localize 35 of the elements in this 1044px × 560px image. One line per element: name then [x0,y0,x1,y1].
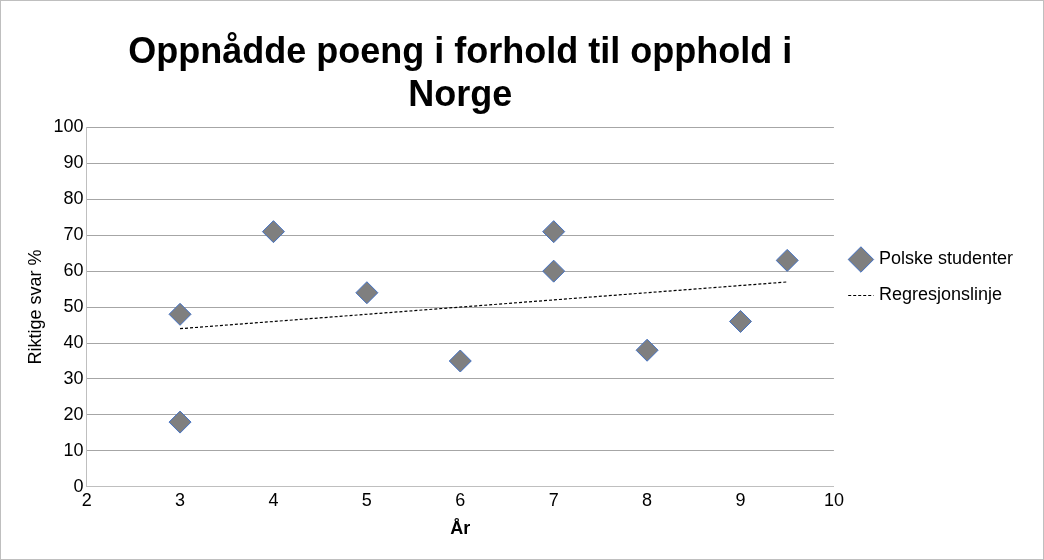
point [775,248,799,272]
y-tick-label: 80 [63,188,84,209]
x-tick-label: 5 [361,489,372,510]
legend-label: Regresjonslinje [878,284,1002,305]
point [355,281,379,305]
chart-title: Oppnådde poeng i forhold til opphold i Norge [128,29,793,114]
point [542,220,566,244]
y-tick-label: 60 [63,260,84,281]
point [168,410,192,434]
x-tick-label: 4 [268,489,279,510]
x-tick-label: 3 [175,489,186,510]
y-tick-label: 40 [63,332,84,353]
y-tick-label: 20 [63,403,84,424]
x-axis-title: År [450,518,471,539]
x-tick-label: 2 [81,489,92,510]
x-tick-label: 6 [455,489,466,510]
y-tick-label: 100 [53,116,84,137]
x-tick-label: 9 [735,489,746,510]
legend-label: Polske studenter [878,248,1014,269]
point [542,259,566,283]
y-axis-title: Riktige svar % [24,249,45,365]
point [729,309,753,333]
x-tick-label: 10 [823,489,844,510]
y-tick-label: 30 [63,367,84,388]
point [261,220,285,244]
point [635,338,659,362]
y-tick-label: 10 [63,439,84,460]
y-tick-label: 90 [63,152,84,173]
x-tick-label: 8 [642,489,653,510]
point [168,302,192,326]
point [448,349,472,373]
x-tick-label: 7 [548,489,559,510]
y-tick-label: 0 [73,475,84,496]
y-tick-label: 70 [63,224,84,245]
y-tick-label: 50 [63,296,84,317]
